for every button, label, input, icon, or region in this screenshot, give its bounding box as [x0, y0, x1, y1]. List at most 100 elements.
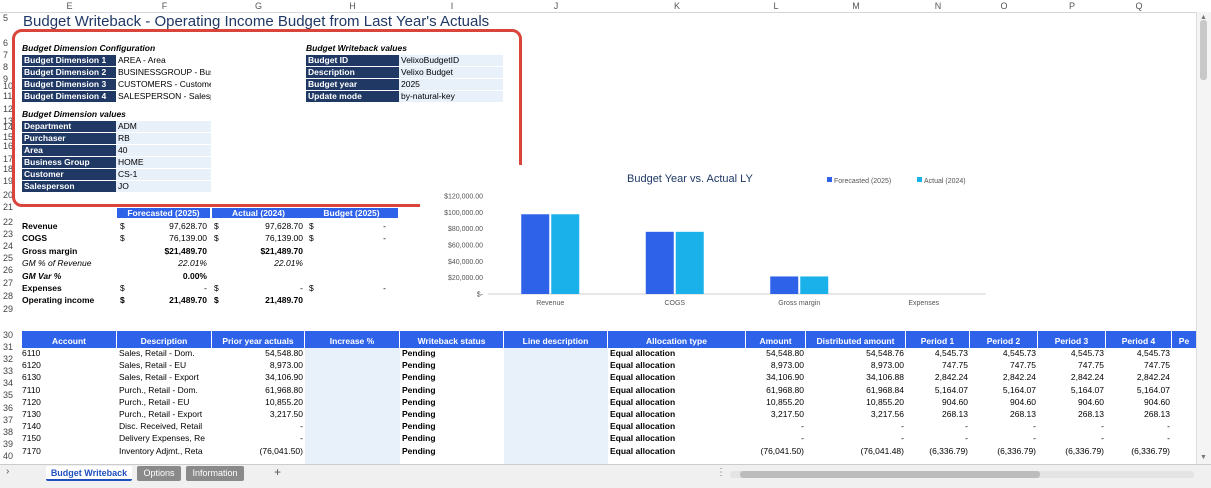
table-header[interactable]: Period 4 — [1106, 331, 1172, 348]
tab-budget-writeback[interactable]: Budget Writeback — [46, 466, 132, 481]
vertical-scroll-thumb[interactable] — [1200, 20, 1207, 80]
dim-value-input[interactable]: RB — [116, 133, 211, 144]
dim-value-label: Area — [22, 145, 116, 156]
table-cell: 54,548.80 — [766, 348, 804, 358]
column-header-q[interactable]: Q — [1135, 1, 1143, 11]
sheet-tab-bar: › Budget Writeback Options Information +… — [0, 464, 1211, 488]
table-cell: Sales, Retail - Export — [119, 372, 199, 383]
table-header[interactable]: Account — [22, 331, 117, 348]
table-cell[interactable] — [305, 445, 400, 457]
table-header[interactable]: Increase % — [305, 331, 400, 348]
table-cell[interactable] — [504, 359, 608, 371]
y-tick-label: $- — [477, 292, 484, 299]
table-header[interactable]: Amount — [746, 331, 806, 348]
tab-nav-arrow-icon[interactable]: › — [6, 466, 10, 477]
table-header[interactable]: Distributed amount — [806, 331, 906, 348]
table-cell[interactable] — [504, 384, 608, 396]
table-cell[interactable] — [504, 420, 608, 432]
table-cell: - — [300, 421, 303, 432]
table-header[interactable]: Writeback status — [400, 331, 504, 348]
vertical-scrollbar[interactable]: ▲ ▼ — [1196, 12, 1211, 464]
row-number: 20 — [3, 190, 14, 200]
horizontal-scroll-thumb[interactable] — [740, 471, 1040, 478]
column-header-j[interactable]: J — [553, 1, 559, 11]
scroll-down-arrow-icon[interactable]: ▼ — [1200, 454, 1207, 461]
summary-label: Expenses — [22, 283, 62, 293]
table-cell[interactable] — [305, 384, 400, 396]
table-cell: Pending — [402, 433, 436, 444]
row-number: 35 — [3, 390, 14, 400]
table-cell: Purch., Retail - EU — [119, 396, 190, 407]
table-cell: 268.13 — [1144, 409, 1170, 419]
column-header-l[interactable]: L — [773, 1, 779, 11]
writeback-value[interactable]: by-natural-key — [399, 91, 503, 102]
table-cell: 268.13 — [942, 409, 968, 419]
table-cell: Equal allocation — [610, 348, 676, 358]
dim-config-value[interactable]: AREA - Area — [116, 55, 211, 66]
column-header-m[interactable]: M — [852, 1, 860, 11]
dim-config-value[interactable]: SALESPERSON - Salesperson — [116, 91, 211, 102]
scroll-up-arrow-icon[interactable]: ▲ — [1200, 14, 1207, 21]
column-header-n[interactable]: N — [934, 1, 942, 11]
column-header-g[interactable]: G — [254, 1, 262, 11]
writeback-value[interactable]: 2025 — [399, 79, 503, 90]
horizontal-scrollbar[interactable] — [730, 471, 1194, 478]
column-header-k[interactable]: K — [673, 1, 680, 11]
dim-value-label: Department — [22, 121, 116, 132]
tab-information[interactable]: Information — [186, 466, 244, 481]
table-header[interactable]: Description — [117, 331, 212, 348]
table-header[interactable]: Prior year actuals — [212, 331, 305, 348]
table-header[interactable]: Line description — [504, 331, 608, 348]
legend-label: Forecasted (2025) — [834, 178, 891, 185]
dim-value-input[interactable]: HOME — [116, 157, 211, 168]
column-header-e[interactable]: E — [66, 1, 73, 11]
writeback-value[interactable]: Velixo Budget — [399, 67, 503, 78]
dim-value-input[interactable]: 40 — [116, 145, 211, 156]
summary-value: 21,489.70 — [169, 295, 207, 306]
table-cell[interactable] — [305, 420, 400, 432]
table-cell: 4,545.73 — [1070, 348, 1104, 358]
table-header[interactable]: Allocation type — [608, 331, 746, 348]
table-cell[interactable] — [504, 432, 608, 444]
dim-value-input[interactable]: ADM — [116, 121, 211, 132]
table-cell[interactable] — [305, 408, 400, 420]
table-cell[interactable] — [504, 445, 608, 457]
table-cell[interactable] — [305, 396, 400, 408]
summary-label: GM Var % — [22, 270, 62, 281]
table-cell[interactable] — [305, 347, 400, 359]
table-header[interactable]: Period 1 — [906, 331, 970, 348]
table-cell: Equal allocation — [610, 372, 676, 383]
dim-value-input[interactable]: CS-1 — [116, 169, 211, 180]
x-tick-label: Revenue — [536, 300, 564, 307]
column-header-p[interactable]: P — [1068, 1, 1075, 11]
writeback-value[interactable]: VelixoBudgetID — [399, 55, 503, 66]
dim-config-value[interactable]: BUSINESSGROUP - Business Group — [116, 67, 211, 78]
table-cell[interactable] — [305, 359, 400, 371]
column-header-o[interactable]: O — [1000, 1, 1008, 11]
summary-value: 97,628.70 — [169, 221, 207, 231]
table-cell[interactable] — [504, 396, 608, 408]
table-header[interactable]: Pe — [1172, 331, 1197, 348]
table-cell[interactable] — [305, 371, 400, 383]
column-header-h[interactable]: H — [349, 1, 356, 11]
table-cell: 2,842.24 — [1070, 372, 1104, 383]
legend-swatch — [827, 177, 832, 182]
tab-options[interactable]: Options — [137, 466, 181, 481]
table-cell[interactable] — [504, 347, 608, 359]
table-cell: 4,545.73 — [1002, 348, 1036, 358]
table-cell: 6120 — [22, 360, 41, 371]
dim-value-input[interactable]: JO — [116, 181, 211, 192]
column-header-f[interactable]: F — [161, 1, 168, 11]
dim-config-value[interactable]: CUSTOMERS - Customer — [116, 79, 211, 90]
table-cell[interactable] — [504, 408, 608, 420]
table-header[interactable]: Period 3 — [1038, 331, 1106, 348]
table-cell[interactable] — [305, 432, 400, 444]
summary-currency: $ — [309, 221, 314, 231]
row-number: 12 — [3, 104, 14, 114]
table-header[interactable]: Period 2 — [970, 331, 1038, 348]
row-number: 18 — [3, 164, 14, 174]
table-cell[interactable] — [504, 371, 608, 383]
add-sheet-button[interactable]: + — [274, 465, 282, 479]
column-header-i[interactable]: I — [450, 1, 454, 11]
table-cell: 54,548.76 — [866, 348, 904, 358]
